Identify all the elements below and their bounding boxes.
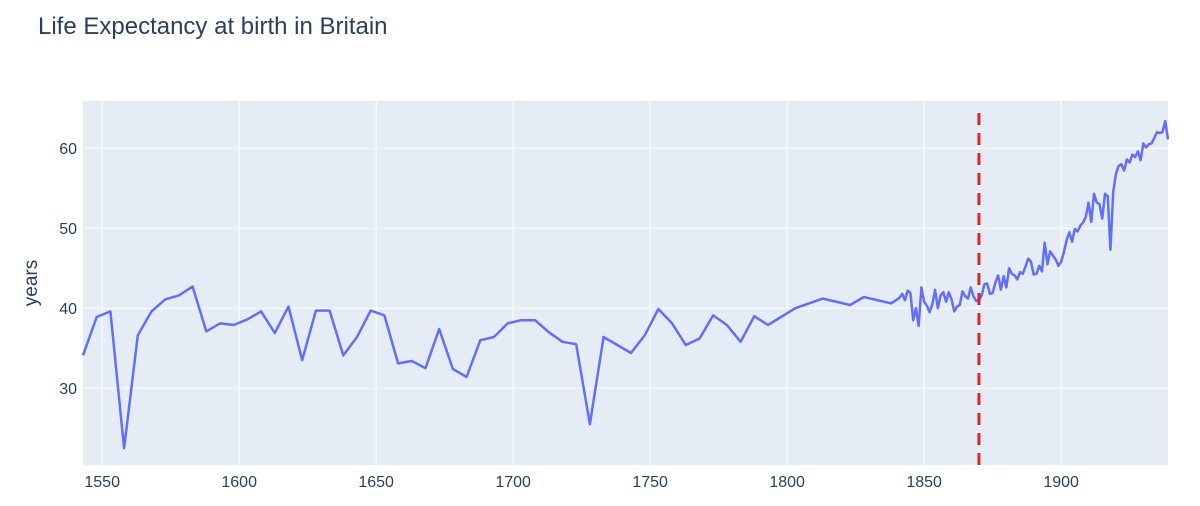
x-tick-label: 1600 [221,474,257,491]
x-tick-label: 1650 [358,474,394,491]
x-tick-label: 1900 [1043,474,1079,491]
y-tick-label: 50 [59,221,77,238]
x-tick-label: 1850 [906,474,942,491]
y-tick-label: 60 [59,141,77,158]
x-tick-label: 1800 [769,474,805,491]
x-tick-label: 1750 [632,474,668,491]
data-line [81,119,1170,450]
x-tick-label: 1700 [495,474,531,491]
chart-title: Life Expectancy at birth in Britain [38,13,388,40]
y-tick-label: 40 [59,301,77,318]
y-axis-title: years [21,260,42,306]
x-tick-label: 1550 [84,474,120,491]
y-tick-label: 30 [59,381,77,398]
